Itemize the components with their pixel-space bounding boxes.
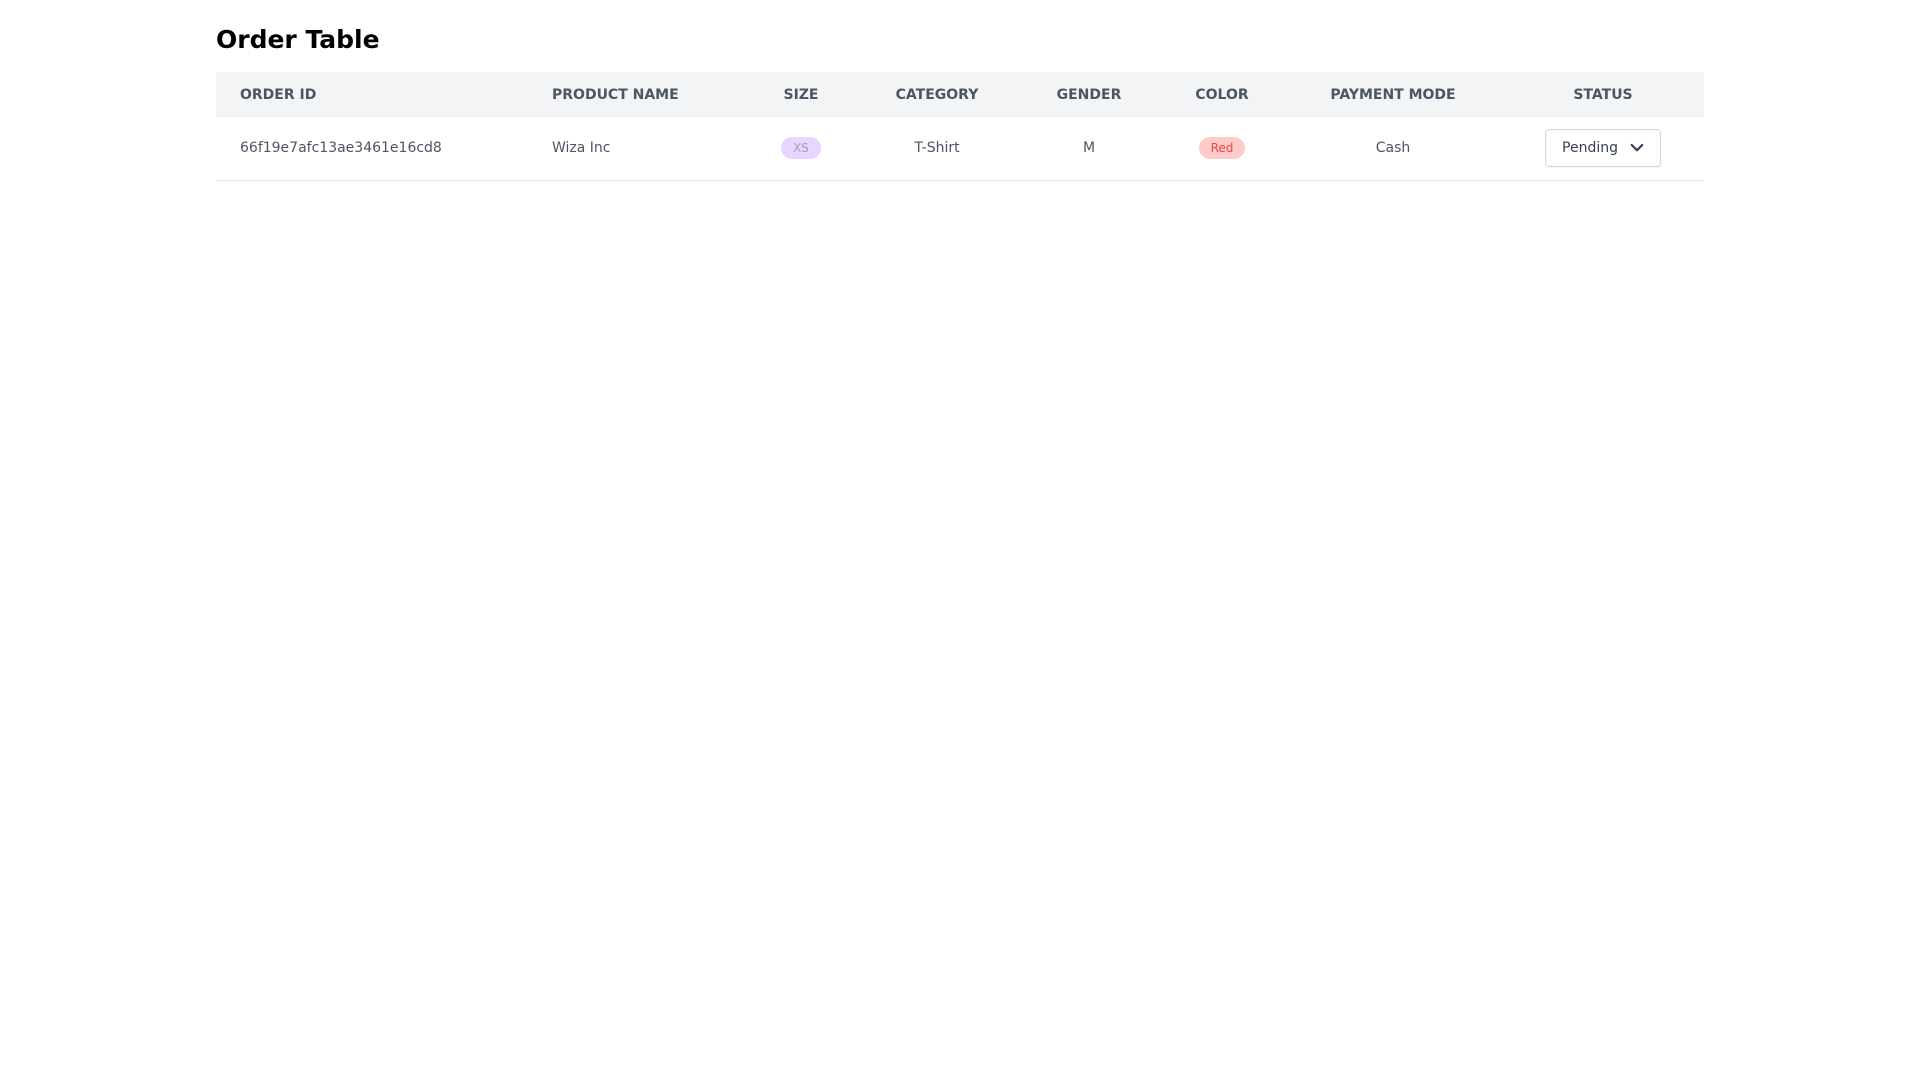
page-title: Order Table <box>216 25 380 54</box>
column-header-category: Category <box>895 86 979 103</box>
payment-mode-cell: Cash <box>1375 140 1411 157</box>
order-id-cell: 66f19e7afc13ae3461e16cd8 <box>240 140 442 157</box>
status-dropdown-value: Pending <box>1562 140 1618 157</box>
product-name-cell: Wiza Inc <box>552 140 611 157</box>
column-header-product-name: Product Name <box>552 86 679 103</box>
size-badge: XS <box>781 137 821 160</box>
chevron-down-icon <box>1630 144 1644 152</box>
table-row: 66f19e7afc13ae3461e16cd8 Wiza Inc XS T-S… <box>216 117 1704 180</box>
category-cell: T-Shirt <box>914 140 960 157</box>
column-header-order-id: Order ID <box>240 86 317 103</box>
column-header-color: Color <box>1195 86 1249 103</box>
column-header-size: Size <box>783 86 819 103</box>
order-table: Order ID Product Name Size Category Gend… <box>216 72 1704 181</box>
column-header-gender: Gender <box>1056 86 1122 103</box>
status-dropdown[interactable]: Pending <box>1545 129 1661 168</box>
column-header-payment-mode: Payment Mode <box>1330 86 1456 103</box>
order-table-section: Order Table Order ID Product Name Size C… <box>216 22 1704 181</box>
color-cell: Red <box>1160 117 1284 180</box>
status-cell: Pending <box>1502 117 1704 180</box>
table-header-row: Order ID Product Name Size Category Gend… <box>216 72 1704 117</box>
gender-cell: M <box>1082 140 1096 157</box>
column-header-status: Status <box>1573 86 1633 103</box>
color-badge: Red <box>1198 137 1246 160</box>
size-cell: XS <box>746 117 856 180</box>
